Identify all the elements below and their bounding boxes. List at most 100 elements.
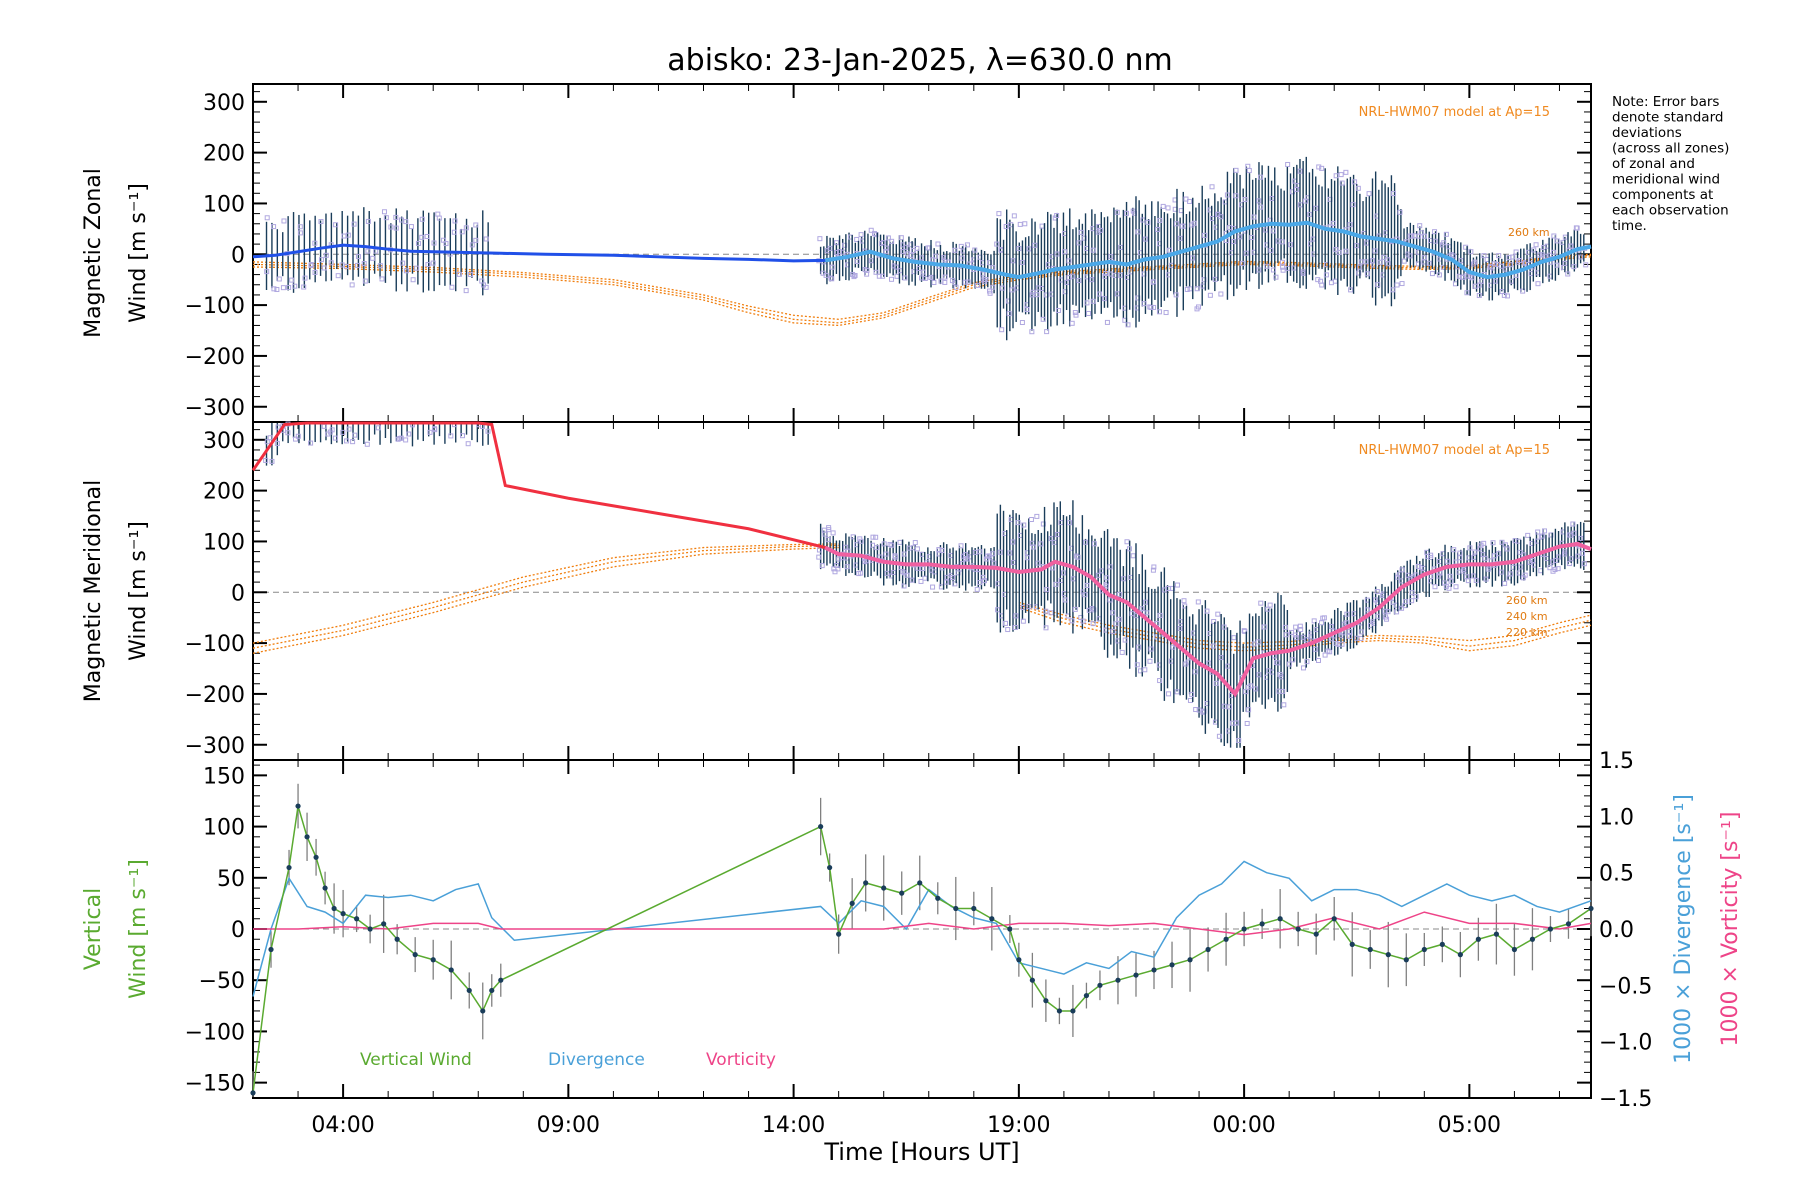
divergence-ylabel: 1000 × Divergence [s⁻¹] — [1671, 794, 1696, 1064]
vertical-wind-point — [430, 957, 436, 963]
scatter-point — [1520, 288, 1526, 294]
scatter-point — [414, 265, 420, 271]
scatter-point — [936, 547, 942, 553]
scatter-point — [308, 262, 314, 268]
scatter-point — [1010, 559, 1016, 565]
scatter-point — [870, 534, 876, 540]
scatter-point — [834, 240, 840, 246]
scatter-point — [1043, 625, 1049, 631]
scatter-point — [432, 427, 438, 433]
scatter-point — [377, 263, 383, 269]
scatter-point — [1397, 209, 1403, 215]
scatter-point — [1375, 613, 1381, 619]
vertical-wind-point — [849, 900, 855, 906]
meridional-model-alt-label-220: 220 km — [1506, 626, 1548, 639]
scatter-point — [1554, 238, 1560, 244]
scatter-point — [1062, 597, 1068, 603]
vertical-wind-point — [331, 905, 337, 912]
vorticity-ylabel: 1000 × Vorticity [s⁻¹] — [1718, 812, 1743, 1047]
scatter-point — [1298, 627, 1304, 633]
scatter-point — [485, 428, 491, 434]
scatter-point — [854, 236, 860, 242]
scatter-point — [431, 240, 437, 246]
scatter-point — [871, 231, 877, 237]
vertical-wind-point — [1070, 1008, 1076, 1014]
scatter-point — [1192, 669, 1198, 675]
scatter-point — [1330, 220, 1336, 226]
vertical-wind-point — [295, 803, 301, 809]
scatter-point — [468, 272, 474, 278]
vertical-wind-point — [381, 921, 387, 927]
scatter-point — [1338, 172, 1344, 178]
scatter-point — [1504, 293, 1510, 299]
scatter-point — [1122, 637, 1128, 643]
scatter-point — [1390, 191, 1396, 197]
scatter-point — [1394, 282, 1400, 288]
scatter-point — [965, 279, 971, 285]
scatter-point — [930, 584, 936, 590]
scatter-point — [1179, 223, 1185, 229]
vertical-wind-point — [1457, 952, 1463, 958]
scatter-point — [981, 578, 987, 584]
scatter-point — [834, 562, 840, 568]
scatter-point — [987, 288, 993, 294]
scatter-point — [1090, 298, 1096, 304]
scatter-point — [1082, 539, 1088, 545]
scatter-point — [1504, 546, 1510, 552]
scatter-point — [1300, 665, 1306, 671]
scatter-point — [1233, 193, 1239, 199]
scatter-point — [463, 225, 469, 231]
scatter-point — [1076, 278, 1082, 284]
scatter-point — [1483, 576, 1489, 582]
scatter-point — [1173, 292, 1179, 298]
vertical-wind-point — [1493, 931, 1499, 937]
scatter-point — [1432, 584, 1438, 590]
y-tick-label: 0 — [231, 918, 245, 943]
scatter-point — [1501, 292, 1507, 298]
scatter-point — [1099, 568, 1105, 574]
scatter-point — [1028, 517, 1034, 523]
scatter-point — [1499, 539, 1505, 545]
vertical-wind-point — [1511, 946, 1518, 953]
scatter-point — [1126, 546, 1132, 552]
scatter-point — [1375, 282, 1381, 288]
scatter-point — [365, 218, 371, 224]
scatter-point — [1151, 564, 1157, 570]
scatter-point — [922, 575, 928, 581]
scatter-point — [276, 276, 282, 282]
scatter-point — [351, 221, 357, 227]
scatter-point — [1432, 238, 1438, 244]
note-line: deviations — [1612, 125, 1682, 141]
scatter-point — [1076, 240, 1082, 246]
scatter-point — [1578, 254, 1584, 260]
scatter-point — [350, 439, 356, 445]
scatter-point — [1358, 635, 1364, 641]
scatter-point — [1436, 272, 1442, 278]
scatter-point — [1394, 609, 1400, 615]
vertical-wind-point — [1043, 998, 1049, 1004]
scatter-point — [1348, 287, 1354, 293]
scatter-point — [962, 279, 968, 285]
scatter-point — [271, 224, 277, 230]
scatter-point — [1233, 167, 1239, 173]
scatter-point — [842, 242, 848, 248]
y-tick-label: −300 — [185, 396, 245, 421]
scatter-point — [1421, 233, 1427, 239]
scatter-point — [1156, 309, 1162, 315]
scatter-point — [974, 586, 980, 592]
vertical-wind-point — [313, 854, 319, 860]
scatter-point — [1133, 613, 1139, 619]
vertical-wind-point — [1403, 957, 1409, 963]
scatter-point — [397, 435, 403, 441]
vertical-wind-point — [1421, 946, 1427, 953]
scatter-point — [1382, 608, 1388, 614]
scatter-point — [361, 261, 367, 267]
scatter-point — [1399, 567, 1405, 573]
scatter-point — [1124, 539, 1130, 545]
scatter-point — [1195, 599, 1201, 605]
vertical-wind-point — [322, 885, 328, 891]
scatter-point — [1013, 613, 1019, 619]
scatter-point — [1323, 272, 1329, 278]
scatter-point — [1075, 554, 1081, 560]
